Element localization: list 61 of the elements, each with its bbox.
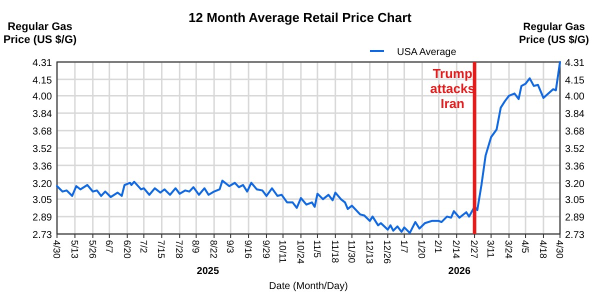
y-tick-label: 3.68 bbox=[32, 126, 52, 138]
y2-tick-label: 3.52 bbox=[565, 144, 585, 155]
x-tick-label: 10/11 bbox=[276, 240, 288, 264]
chart-title: 12 Month Average Retail Price Chart bbox=[188, 10, 412, 25]
x-tick-label: 8/22 bbox=[208, 240, 219, 258]
y-axis-title: Regular Gas Price (US $/G) bbox=[3, 21, 78, 46]
x-tick-label: 4/30 bbox=[50, 240, 62, 258]
x-tick-label: 5/13 bbox=[68, 240, 80, 258]
x-tick-label: 6/7 bbox=[102, 240, 114, 254]
y-tick-label: 3.84 bbox=[32, 109, 52, 120]
x-tick-label: 11/30 bbox=[345, 240, 356, 264]
y-tick-label: 3.52 bbox=[32, 144, 52, 155]
y2-tick-label: 2.73 bbox=[565, 230, 585, 241]
x-tick-label: 4/18 bbox=[536, 240, 548, 258]
x-tick-label: 2/27 bbox=[468, 240, 480, 258]
text: 2026 bbox=[448, 266, 471, 277]
y2-tick-label: 4.31 bbox=[565, 58, 585, 69]
y2-tick-label: 3.84 bbox=[565, 109, 585, 120]
x-tick-label: 7/2 bbox=[137, 240, 148, 254]
x-tick-label: 6/20 bbox=[120, 240, 132, 258]
y-tick-label: 3.05 bbox=[32, 195, 52, 206]
y-tick-label: 4.15 bbox=[32, 75, 52, 86]
x-tick-label: 1/20 bbox=[416, 240, 427, 258]
x-tick-label: 3/24 bbox=[502, 240, 514, 258]
x-tick-label: 2/14 bbox=[450, 240, 462, 258]
x-tick-label: 12/26 bbox=[381, 240, 392, 264]
y2-tick-label: 4.00 bbox=[565, 92, 585, 103]
x-tick-label: 10/24 bbox=[294, 240, 306, 264]
x-tick-label: 2/1 bbox=[432, 240, 444, 254]
y2-tick-label: 4.15 bbox=[565, 75, 585, 86]
y-tick-label: 4.00 bbox=[32, 92, 52, 103]
x-tick-label: 11/18 bbox=[328, 240, 340, 264]
x-tick-label: 4/30 bbox=[554, 240, 564, 258]
x-axis-title: Date (Month/Day) bbox=[269, 281, 348, 292]
x-tick-label: 4/5 bbox=[519, 240, 530, 254]
line-series bbox=[56, 61, 561, 234]
y-tick-label: 3.36 bbox=[32, 161, 52, 172]
legend-label: USA Average bbox=[397, 47, 457, 58]
y-tick-label: 2.73 bbox=[32, 230, 52, 241]
x-tick-label: 7/15 bbox=[155, 240, 166, 258]
y2-tick-label: 2.89 bbox=[565, 212, 585, 224]
y-tick-label: 2.89 bbox=[32, 212, 52, 224]
y-tick-label: 4.31 bbox=[32, 58, 52, 69]
y-tick-label: 3.20 bbox=[32, 178, 52, 190]
x-tick-label: 8/9 bbox=[190, 240, 201, 254]
text: 2025 bbox=[196, 266, 220, 277]
x-tick-label: 7/28 bbox=[173, 240, 184, 258]
x-tick-label: 9/16 bbox=[242, 240, 254, 258]
y2-tick-label: 3.68 bbox=[565, 126, 585, 138]
y2-axis-title: Regular Gas Price (US $/G) bbox=[518, 21, 590, 46]
x-tick-label: 9/3 bbox=[224, 240, 236, 254]
y2-tick-label: 3.20 bbox=[565, 178, 585, 190]
y2-tick-label: 3.05 bbox=[565, 195, 585, 206]
x-tick-label: 12/13 bbox=[363, 240, 374, 264]
x-tick-label: 9/29 bbox=[260, 240, 271, 258]
y2-tick-label: 3.36 bbox=[565, 161, 585, 172]
ref-line-label: Trump attacks Iran bbox=[430, 66, 475, 111]
x-tick-label: 3/11 bbox=[484, 240, 496, 258]
x-tick-label: 11/5 bbox=[310, 240, 322, 258]
x-tick-label: 5/26 bbox=[86, 240, 98, 258]
x-tick-label: 1/7 bbox=[398, 240, 409, 254]
